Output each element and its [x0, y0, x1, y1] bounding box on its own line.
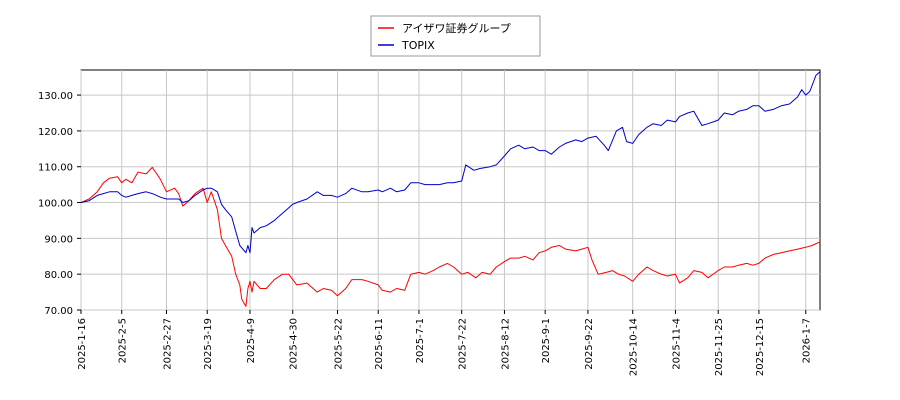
x-tick-label: 2025-5-22	[334, 318, 345, 370]
x-tick-label: 2025-11-25	[714, 318, 725, 376]
legend-label-1: TOPIX	[401, 39, 435, 52]
series-layer	[80, 71, 821, 307]
x-tick-label: 2025-6-11	[374, 318, 385, 370]
legend-box	[370, 15, 541, 57]
y-tick-label: 130.00	[38, 91, 73, 102]
legend-label-0: アイザワ証券グループ	[402, 21, 511, 35]
legend: アイザワ証券グループ TOPIX	[370, 15, 541, 57]
x-tick-label: 2025-4-30	[289, 318, 300, 370]
x-tick-label: 2025-9-22	[584, 318, 595, 370]
x-tick-label: 2025-11-4	[671, 318, 682, 370]
grid-layer	[80, 70, 820, 311]
x-tick-label: 2025-7-1	[415, 318, 426, 363]
y-tick-label: 90.00	[44, 234, 73, 245]
axis-layer: 70.00 80.00 90.00 100.00 110.00 120.00 130.00 2…	[38, 91, 813, 376]
series-line-1	[80, 71, 821, 254]
x-tick-label: 2025-9-1	[541, 318, 552, 363]
x-tick-label: 2025-2-5	[118, 318, 129, 363]
y-tick-label: 80.00	[44, 270, 73, 281]
x-tick-label: 2025-12-15	[755, 318, 766, 376]
x-tick-label: 2026-1-7	[802, 318, 813, 363]
x-tick-label: 2025-10-14	[629, 318, 640, 376]
y-tick-label: 120.00	[38, 127, 73, 138]
x-tick-label: 2025-4-9	[246, 318, 257, 363]
y-tick-label: 100.00	[38, 199, 73, 210]
x-tick-label: 2025-2-27	[163, 318, 174, 370]
x-tick-label: 2025-7-22	[458, 318, 469, 370]
y-tick-label: 70.00	[44, 306, 73, 317]
x-tick-label: 2025-1-16	[77, 318, 88, 370]
series-line-0	[80, 166, 821, 307]
y-tick-label: 110.00	[38, 163, 73, 174]
x-tick-label: 2025-3-19	[203, 318, 214, 370]
x-tick-label: 2025-8-12	[500, 318, 511, 370]
